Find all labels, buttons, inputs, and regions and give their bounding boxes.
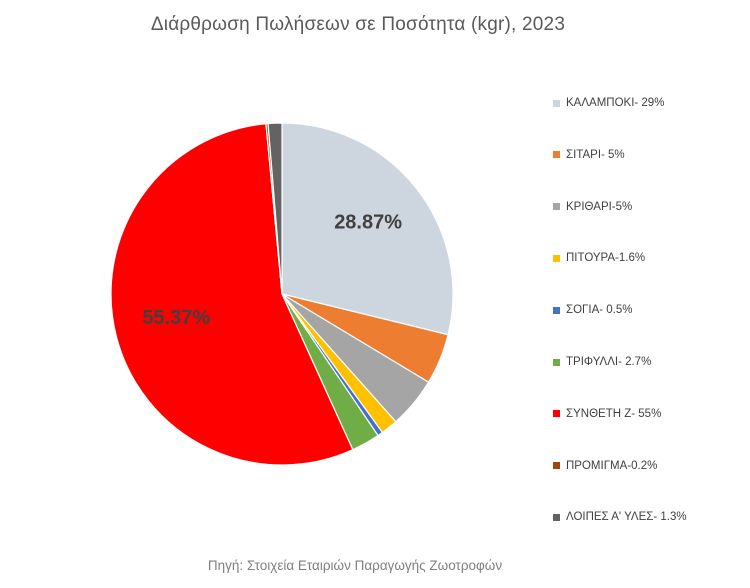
- legend-swatch: [553, 358, 560, 366]
- legend-item-8: ΛΟΙΠΕΣ Α' ΥΛΕΣ- 1.3%: [553, 511, 687, 523]
- legend-item-0: ΚΑΛΑΜΠΟΚΙ- 29%: [553, 97, 664, 109]
- legend-swatch: [553, 151, 560, 159]
- legend-swatch: [553, 203, 560, 211]
- legend-swatch: [553, 462, 560, 470]
- pie-slice-6: [110, 123, 354, 466]
- legend-swatch: [553, 306, 560, 314]
- pie-slice-8: [267, 122, 283, 295]
- legend-label: ΤΡΙΦΥΛΛΙ- 2.7%: [566, 356, 652, 368]
- chart-title: Διάρθρωση Πωλήσεων σε Ποσότητα (kgr), 20…: [150, 14, 566, 35]
- source-note: Πηγή: Στοιχεία Εταιριών Παραγωγής Ζωοτρο…: [207, 558, 503, 573]
- legend-swatch: [553, 254, 560, 262]
- legend-label: ΠΡΟΜΙΓΜΑ-0.2%: [566, 459, 658, 472]
- legend-label: ΠΙΤΟΥΡΑ-1.6%: [566, 252, 646, 265]
- legend-label: ΚΑΛΑΜΠΟΚΙ- 29%: [566, 97, 665, 109]
- slice-data-label-6: 55.37%: [142, 307, 210, 329]
- legend-item-7: ΠΡΟΜΙΓΜΑ-0.2%: [553, 460, 657, 472]
- legend-item-1: ΣΙΤΑΡΙ- 5%: [553, 149, 625, 161]
- slice-data-label-0: 28.87%: [334, 211, 402, 233]
- legend-item-5: ΤΡΙΦΥΛΛΙ- 2.7%: [553, 356, 651, 368]
- legend-label: ΣΙΤΑΡΙ- 5%: [566, 148, 625, 161]
- legend-item-4: ΣΟΓΙΑ- 0.5%: [553, 304, 633, 316]
- legend-label: ΚΡΙΘΑΡΙ-5%: [566, 200, 633, 213]
- legend-label: ΣΟΓΙΑ- 0.5%: [566, 304, 633, 317]
- legend-item-2: ΚΡΙΘΑΡΙ-5%: [553, 201, 632, 213]
- legend-label: ΣΥΝΘΕΤΗ Ζ- 55%: [566, 407, 662, 420]
- pie-slice-0: [281, 122, 454, 336]
- legend-swatch: [553, 99, 560, 107]
- legend-swatch: [553, 513, 560, 521]
- legend-swatch: [553, 410, 560, 418]
- legend-label: ΛΟΙΠΕΣ Α' ΥΛΕΣ- 1.3%: [566, 511, 687, 524]
- legend-item-3: ΠΙΤΟΥΡΑ-1.6%: [553, 252, 645, 264]
- legend-item-6: ΣΥΝΘΕΤΗ Ζ- 55%: [553, 408, 661, 420]
